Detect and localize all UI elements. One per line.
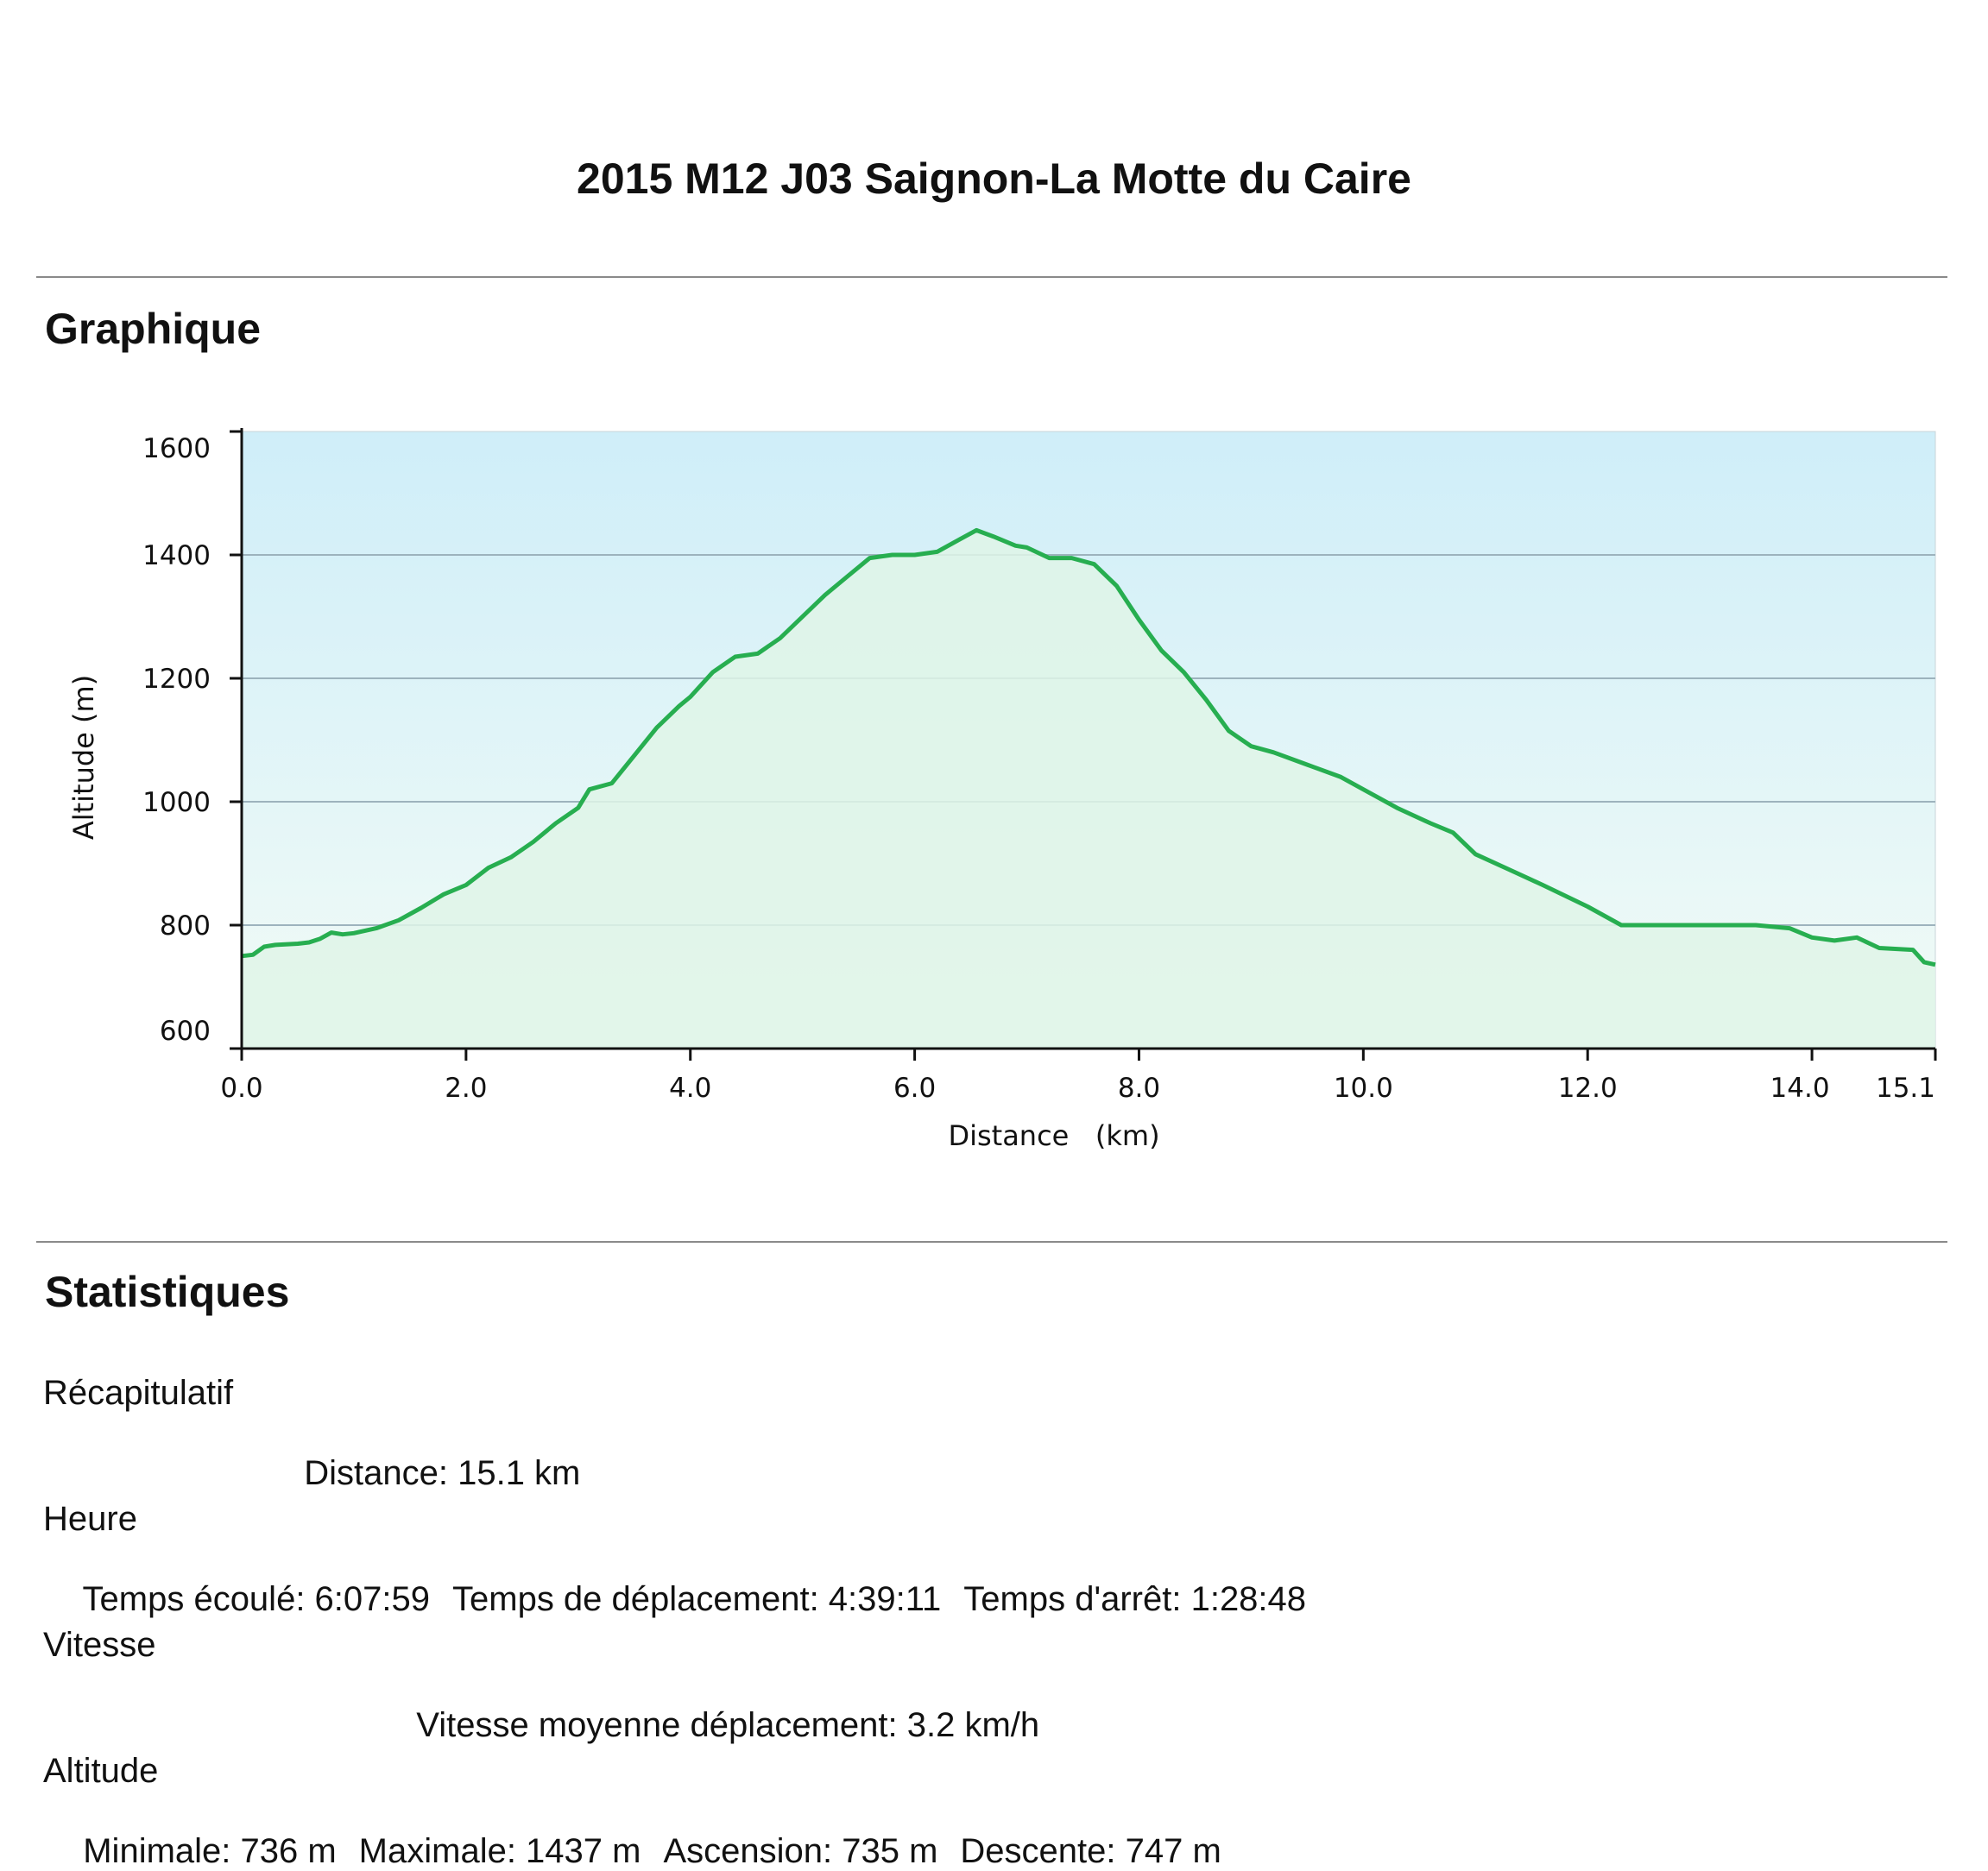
x-tick-label: 14.0 xyxy=(1770,1073,1830,1104)
y-tick-label: 1000 xyxy=(142,787,211,818)
y-tick-label: 1400 xyxy=(142,540,211,571)
time-line: Temps écoulé: 6:07:59 Temps de déplacemen… xyxy=(64,1541,1328,1619)
elevation-chart: 600 800 1000 1200 1400 1600 0.0 2.0 4.0 6.0 8.0 10… xyxy=(67,428,1937,1152)
divider-middle xyxy=(36,1241,1947,1243)
x-tick-label: 15.1 xyxy=(1876,1073,1935,1104)
divider-top xyxy=(36,276,1947,278)
x-tick-label: 6.0 xyxy=(893,1073,936,1104)
y-axis-ticks: 600 800 1000 1200 1400 1600 xyxy=(142,430,242,1050)
y-tick-label: 800 xyxy=(160,910,211,942)
summary-heading: Récapitulatif xyxy=(43,1374,234,1412)
section-heading-stats: Statistiques xyxy=(45,1268,290,1316)
speed-line: Vitesse moyenne déplacement: 3.2 km/h xyxy=(397,1667,1062,1745)
y-tick-label: 1200 xyxy=(142,664,211,695)
elevation-area xyxy=(242,530,1935,1049)
stat-moving-time: Temps de déplacement: 4:39:11 xyxy=(452,1580,942,1618)
altitude-heading: Altitude xyxy=(43,1752,159,1790)
x-tick-label: 2.0 xyxy=(445,1073,487,1104)
altitude-line: Minimale: 736 m Maximale: 1437 m Ascension… xyxy=(64,1793,1244,1871)
stat-distance: Distance: 15.1 km xyxy=(304,1454,581,1492)
stat-altitude-min: Minimale: 736 m xyxy=(83,1832,337,1870)
stat-altitude-max: Maximale: 1437 m xyxy=(358,1832,641,1870)
stat-moving-speed: Vitesse moyenne déplacement: 3.2 km/h xyxy=(416,1706,1040,1744)
speed-heading: Vitesse xyxy=(43,1626,156,1664)
summary-line: Distance: 15.1 km xyxy=(285,1415,603,1493)
stat-stopped-time: Temps d'arrêt: 1:28:48 xyxy=(963,1580,1307,1618)
y-axis-title: Altitude (m) xyxy=(67,675,100,840)
stat-ascent: Ascension: 735 m xyxy=(663,1832,938,1870)
page-title: 2015 M12 J03 Saignon-La Motte du Caire xyxy=(577,154,1411,203)
stat-descent: Descente: 747 m xyxy=(960,1832,1221,1870)
x-tick-label: 12.0 xyxy=(1558,1073,1618,1104)
axes xyxy=(240,428,1935,1050)
x-tick-label: 8.0 xyxy=(1118,1073,1160,1104)
x-tick-label: 0.0 xyxy=(220,1073,262,1104)
x-tick-label: 10.0 xyxy=(1334,1073,1393,1104)
stat-elapsed-time: Temps écoulé: 6:07:59 xyxy=(82,1580,430,1618)
x-axis-title: Distance (km) xyxy=(948,1119,1159,1152)
y-tick-label: 1600 xyxy=(142,433,211,464)
x-tick-label: 4.0 xyxy=(669,1073,711,1104)
x-axis-ticks: 0.0 2.0 4.0 6.0 8.0 10.0 12.0 14.0 15.1 xyxy=(220,1049,1937,1104)
section-heading-chart: Graphique xyxy=(45,305,262,353)
y-tick-label: 600 xyxy=(160,1016,211,1047)
elevation-line xyxy=(241,527,1936,967)
time-heading: Heure xyxy=(43,1500,137,1538)
